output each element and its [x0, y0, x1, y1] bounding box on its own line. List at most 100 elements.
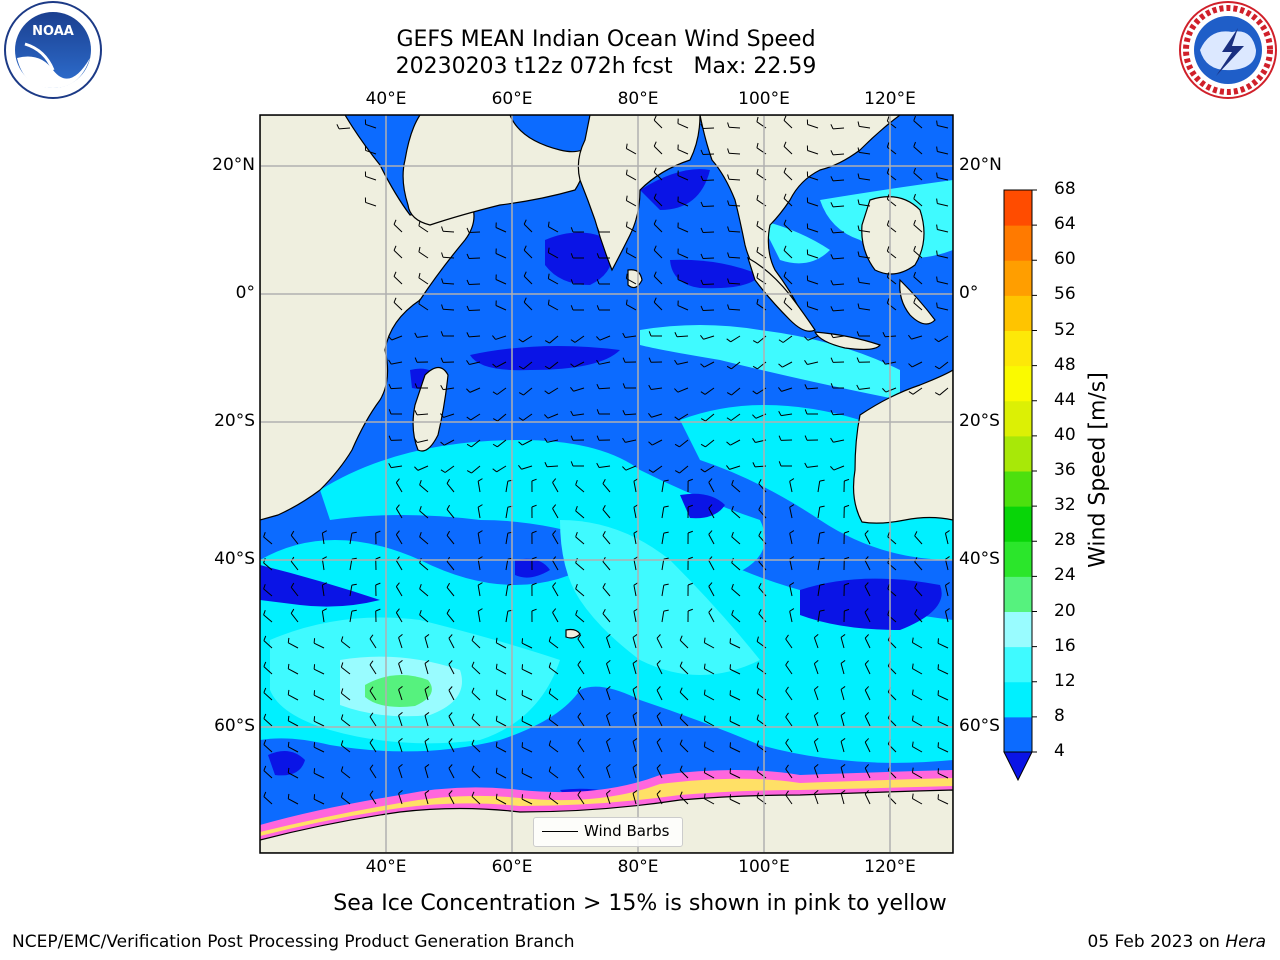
wind-barb	[856, 331, 871, 337]
wind-barb	[625, 299, 637, 311]
wind-barb	[656, 660, 663, 675]
wind-barb	[843, 608, 850, 623]
wind-barb	[518, 387, 533, 396]
wind-barb	[913, 245, 923, 259]
wind-barb	[700, 335, 715, 340]
wind-barb	[864, 738, 871, 753]
wind-barb	[606, 660, 611, 675]
wind-barb	[729, 768, 741, 779]
wind-barb	[263, 713, 273, 727]
wind-barb	[830, 409, 845, 416]
wind-barb	[424, 660, 430, 675]
wind-barb	[656, 764, 663, 779]
colorbar-segment	[1004, 365, 1032, 402]
wind-barb	[789, 504, 795, 519]
wind-barb	[375, 608, 381, 623]
wind-barb	[653, 167, 663, 181]
wind-barb	[495, 793, 507, 805]
wind-barb	[700, 413, 715, 422]
wind-barb	[375, 556, 381, 571]
wind-barb	[843, 530, 850, 545]
wind-barb	[466, 465, 481, 474]
wind-barb	[687, 504, 693, 519]
wind-barb	[263, 791, 273, 805]
wind-barb	[575, 505, 585, 519]
wind-barb	[830, 280, 845, 286]
wind-barb	[577, 790, 585, 805]
wind-barb	[466, 253, 481, 260]
wind-barb	[813, 764, 819, 779]
wind-barb	[911, 663, 923, 675]
wind-barb	[364, 145, 377, 155]
wind-barb	[321, 556, 327, 571]
wind-barb	[886, 220, 897, 233]
wind-barb	[349, 583, 357, 597]
wind-barb	[448, 686, 455, 701]
wind-barb	[700, 305, 715, 312]
lon-tick-label-top: 80°E	[617, 89, 659, 109]
wind-barb	[864, 582, 871, 597]
wind-barb	[674, 387, 689, 393]
wind-barb	[677, 300, 689, 311]
wind-barb	[936, 250, 949, 259]
wind-barb	[703, 741, 715, 753]
wind-barb	[575, 583, 585, 597]
wind-barb	[495, 689, 507, 701]
wind-barb	[783, 193, 793, 207]
wind-barb	[570, 305, 585, 311]
wind-barb	[882, 387, 897, 393]
wind-barb	[398, 660, 403, 675]
wind-barb	[441, 304, 455, 311]
wind-barb	[440, 465, 455, 473]
colorbar-segment	[1004, 225, 1032, 261]
wind-barb	[388, 463, 403, 469]
wind-barb	[679, 635, 689, 649]
wind-barb	[864, 608, 871, 623]
wind-barb	[495, 248, 507, 259]
wind-barb	[758, 609, 767, 623]
colorbar-tick-label: 32	[1054, 495, 1076, 516]
wind-barb	[944, 556, 950, 571]
colorbar-tick-label: 24	[1054, 565, 1076, 586]
wind-barb	[552, 608, 559, 623]
wind-barb	[830, 437, 845, 443]
wind-barb	[466, 279, 481, 286]
wind-barb	[857, 121, 871, 129]
wind-barb	[602, 504, 611, 519]
wind-barb	[625, 247, 637, 259]
wind-barb	[908, 334, 923, 340]
wind-barb	[547, 273, 559, 285]
colorbar-segment	[1004, 295, 1032, 331]
wind-barb	[887, 531, 897, 545]
wind-barb	[914, 609, 923, 623]
colorbar-tick-label: 36	[1054, 460, 1076, 480]
wind-barb	[911, 741, 923, 753]
wind-barb	[440, 357, 455, 363]
wind-barb	[886, 246, 897, 259]
wind-barb	[577, 712, 585, 727]
wind-barb	[446, 530, 455, 545]
wind-barb	[492, 335, 507, 340]
wind-barb	[944, 530, 950, 545]
wind-barb	[677, 274, 689, 285]
wind-barb	[575, 609, 585, 623]
wind-barb	[446, 504, 455, 519]
wind-barb	[887, 609, 897, 623]
wind-barb	[369, 712, 377, 727]
wind-barb	[313, 794, 325, 805]
wind-barb	[729, 794, 741, 805]
colorbar-segment	[1004, 400, 1032, 437]
wind-barb	[727, 252, 741, 259]
wind-barb	[419, 479, 429, 493]
wind-barb	[544, 437, 559, 443]
wind-barb	[830, 383, 845, 389]
wind-barb	[703, 637, 715, 649]
lat-tick-label-right: 20°N	[959, 155, 1002, 175]
wind-barb	[785, 738, 793, 753]
wind-barb	[936, 302, 949, 311]
wind-barb	[471, 713, 481, 727]
wind-barb	[570, 335, 585, 343]
wind-barb	[830, 332, 845, 339]
wind-barb	[448, 712, 455, 727]
wind-barb	[547, 247, 559, 259]
